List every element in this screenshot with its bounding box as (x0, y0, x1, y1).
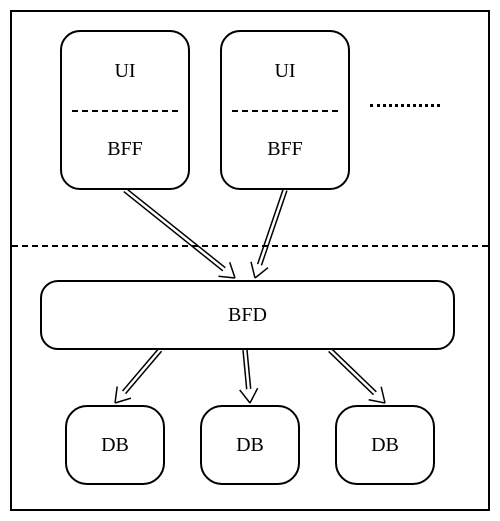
ui-bff-box-1: UI BFF (60, 30, 190, 190)
db-box-1: DB (65, 405, 165, 485)
ui-bff-divider (72, 110, 178, 112)
bff-label: BFF (222, 110, 348, 188)
ui-label: UI (222, 32, 348, 110)
db-box-2: DB (200, 405, 300, 485)
layer-separator (12, 245, 488, 247)
ui-bff-box-2: UI BFF (220, 30, 350, 190)
ellipsis-icon (370, 104, 440, 107)
db-box-3: DB (335, 405, 435, 485)
db-label: DB (371, 434, 399, 457)
bfd-label: BFD (228, 304, 267, 327)
bff-label: BFF (62, 110, 188, 188)
db-label: DB (101, 434, 129, 457)
db-label: DB (236, 434, 264, 457)
diagram-canvas: UI BFF UI BFF BFD DB DB DB (10, 10, 490, 511)
ui-label: UI (62, 32, 188, 110)
ui-bff-divider (232, 110, 338, 112)
bfd-box: BFD (40, 280, 455, 350)
